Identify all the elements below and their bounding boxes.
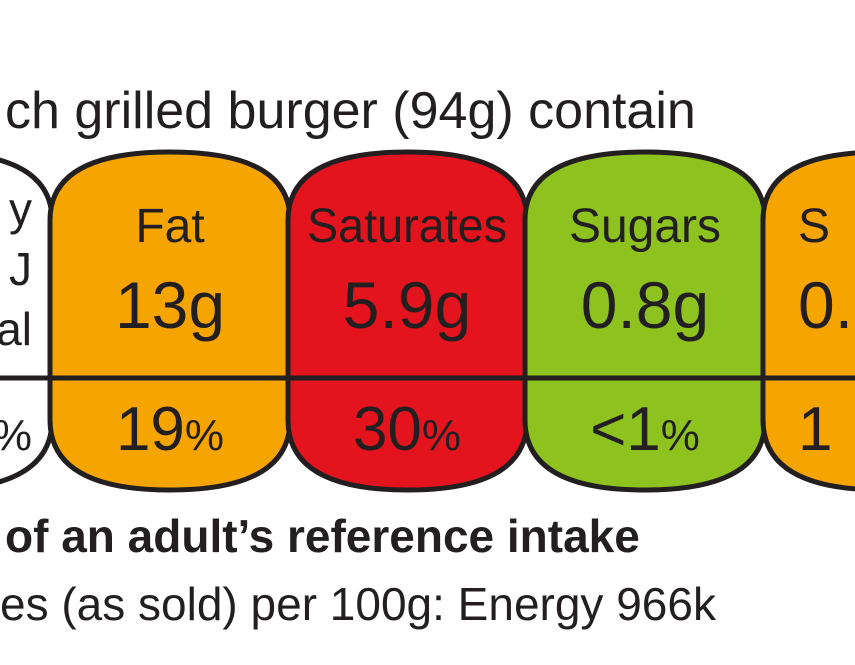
energy-line: J bbox=[9, 243, 32, 295]
pill bbox=[760, 150, 855, 492]
nutrient-amount: 5.9g bbox=[343, 268, 471, 342]
pills bbox=[0, 149, 855, 493]
energy-line: al bbox=[0, 303, 32, 355]
nutrient-name: Sugars bbox=[569, 200, 721, 253]
percent-number: 19 bbox=[116, 395, 185, 464]
energy-line: y bbox=[9, 183, 32, 235]
percent-number: 1 bbox=[798, 395, 832, 464]
percent-number: <1 bbox=[590, 395, 661, 464]
percent: <1% bbox=[590, 395, 700, 464]
header-text: ch grilled burger (94g) contain bbox=[5, 82, 696, 140]
nutrient-name: S bbox=[798, 200, 830, 253]
percent: 1 bbox=[798, 395, 832, 464]
percent: 19% bbox=[116, 395, 224, 464]
nutrient-name: Fat bbox=[135, 200, 204, 253]
percent-unit: % bbox=[185, 411, 224, 460]
nutrient-name: Saturates bbox=[307, 200, 507, 253]
percent: % bbox=[0, 411, 32, 460]
footer-bold: of an adult’s reference intake bbox=[5, 510, 640, 562]
nutrient-amount: 0.8g bbox=[581, 268, 709, 342]
percent-unit: % bbox=[422, 411, 461, 460]
percent-unit: % bbox=[661, 411, 700, 460]
nutrient-amount: 0. bbox=[798, 268, 853, 342]
percent: 30% bbox=[353, 395, 461, 464]
nutrient-amount: 13g bbox=[115, 268, 225, 342]
footer-text: es (as sold) per 100g: Energy 966k bbox=[0, 578, 717, 630]
percent-unit: % bbox=[0, 411, 32, 460]
percent-number: 30 bbox=[353, 395, 422, 464]
